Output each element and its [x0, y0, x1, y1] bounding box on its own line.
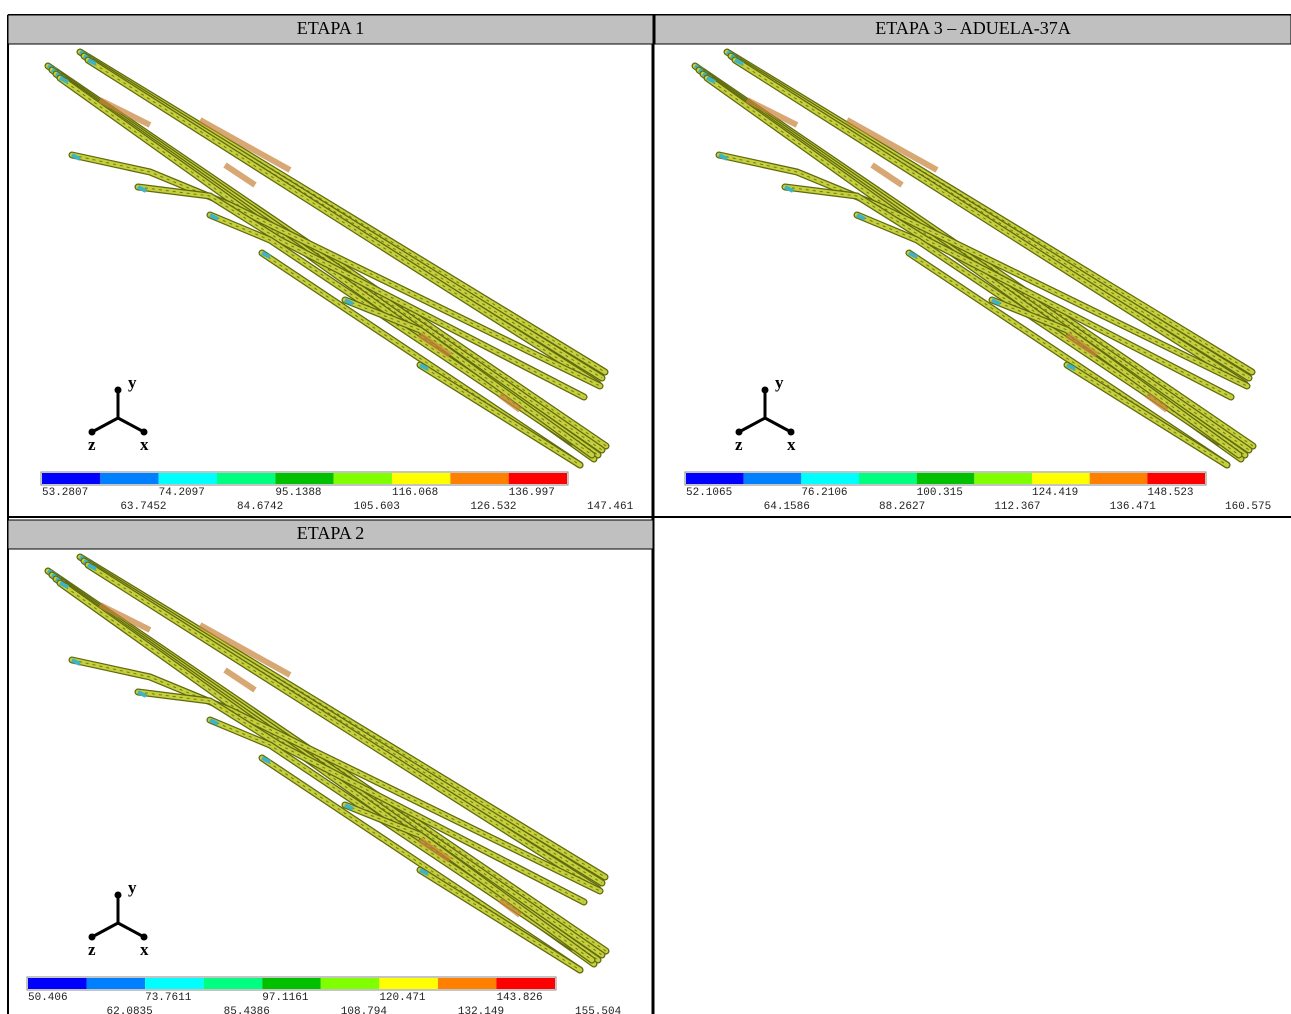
legend-label: 100.315 — [917, 487, 963, 499]
axis-arrowhead — [115, 892, 122, 899]
legend-swatch — [262, 978, 321, 989]
legend-label: 64.1586 — [764, 501, 810, 513]
legend-swatch — [1147, 473, 1205, 484]
fem-image: y z x — [48, 52, 606, 465]
legend-label: 85.4386 — [224, 1006, 270, 1014]
legend-swatch — [509, 473, 567, 484]
legend-swatch — [334, 473, 392, 484]
header-title: ETAPA 1 — [297, 18, 364, 38]
legend-swatch — [974, 473, 1032, 484]
legend-label: 136.997 — [509, 487, 555, 499]
legend-label: 124.419 — [1032, 487, 1078, 499]
axis-label: x — [140, 940, 149, 959]
page: {"table": {"rows": [ [ {"title": "ETAPA … — [0, 0, 1291, 1014]
fem-image: y z x — [48, 557, 606, 970]
legend-swatch — [145, 978, 204, 989]
legend-label: 62.0835 — [107, 1006, 153, 1014]
legend-swatch — [42, 473, 100, 484]
legend-label: 73.7611 — [145, 992, 192, 1004]
axis-label: x — [787, 435, 796, 454]
document: ETAPA 1 y z x 53.2807 63.7452 74.2097 84.6742 95… — [0, 0, 1291, 1014]
legend-swatch — [450, 473, 508, 484]
axis-arrow — [118, 418, 144, 432]
legend-swatch — [686, 473, 744, 484]
axis-label: z — [735, 435, 743, 454]
legend-label: 155.504 — [575, 1006, 622, 1014]
stress-patch — [225, 670, 255, 690]
legend-label: 63.7452 — [120, 501, 166, 513]
legend-label: 147.461 — [587, 501, 634, 513]
legend-swatch — [87, 978, 146, 989]
legend-label: 95.1388 — [275, 487, 321, 499]
legend-swatch — [438, 978, 497, 989]
legend-label: 132.149 — [458, 1006, 504, 1014]
stress-patch — [872, 165, 902, 185]
axis-arrowhead — [115, 387, 122, 394]
axis-label: y — [775, 373, 784, 392]
axis-label: z — [88, 435, 96, 454]
legend-label: 126.532 — [470, 501, 516, 513]
legend-swatch — [392, 473, 450, 484]
legend-swatch — [28, 978, 87, 989]
axis-arrowhead — [762, 387, 769, 394]
legend-label: 52.1065 — [686, 487, 732, 499]
fem-image: y z x — [695, 52, 1253, 465]
axis-arrow — [739, 418, 765, 432]
legend-swatch — [275, 473, 333, 484]
axis-arrow — [92, 418, 118, 432]
stress-patch — [225, 165, 255, 185]
axis-arrow — [765, 418, 791, 432]
legend-label: 108.794 — [341, 1006, 388, 1014]
legend-label: 143.826 — [496, 992, 542, 1004]
legend-swatch — [917, 473, 975, 484]
legend-swatch — [379, 978, 438, 989]
legend-swatch — [159, 473, 217, 484]
axis-label: z — [88, 940, 96, 959]
legend-swatch — [217, 473, 275, 484]
legend-label: 120.471 — [379, 992, 426, 1004]
legend-label: 105.603 — [354, 501, 400, 513]
axis-label: x — [140, 435, 149, 454]
table-borders — [8, 15, 1291, 1014]
legend-label: 136.471 — [1110, 501, 1157, 513]
legend-label: 148.523 — [1147, 487, 1193, 499]
legend-swatch — [321, 978, 380, 989]
legend-label: 74.2097 — [159, 487, 205, 499]
legend-label: 84.6742 — [237, 501, 283, 513]
legend-swatch — [1032, 473, 1090, 484]
header-title: ETAPA 3 – ADUELA-37A — [875, 18, 1070, 38]
legend-label: 88.2627 — [879, 501, 925, 513]
legend-label: 53.2807 — [42, 487, 88, 499]
legend-swatch — [496, 978, 555, 989]
legend-swatch — [744, 473, 802, 484]
legend-label: 116.068 — [392, 487, 438, 499]
legend-swatch — [801, 473, 859, 484]
legend-swatch — [1090, 473, 1148, 484]
axis-label: y — [128, 878, 137, 897]
legend-label: 76.2106 — [801, 487, 847, 499]
legend-label: 160.575 — [1225, 501, 1271, 513]
legend-swatch — [204, 978, 263, 989]
header-title: ETAPA 2 — [297, 523, 364, 543]
legend-swatch — [859, 473, 917, 484]
axis-arrow — [118, 923, 144, 937]
legend-swatch — [100, 473, 158, 484]
legend-label: 112.367 — [994, 501, 1040, 513]
legend-label: 50.406 — [28, 992, 68, 1004]
legend-label: 97.1161 — [262, 992, 309, 1004]
axis-arrow — [92, 923, 118, 937]
axis-label: y — [128, 373, 137, 392]
